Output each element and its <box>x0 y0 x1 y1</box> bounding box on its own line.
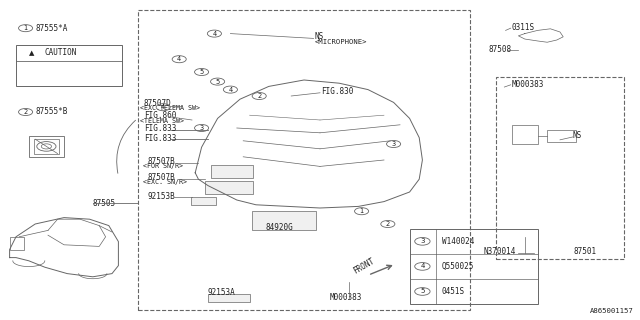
Bar <box>10 237 24 250</box>
Text: 3: 3 <box>392 141 396 147</box>
Text: <EXC. SN/R>: <EXC. SN/R> <box>143 180 188 185</box>
Text: <MICROPHONE>: <MICROPHONE> <box>315 39 367 45</box>
Text: <TELEMA SW>: <TELEMA SW> <box>140 118 184 124</box>
Text: FIG.830: FIG.830 <box>321 87 354 96</box>
Text: 4: 4 <box>161 104 165 110</box>
Text: 4: 4 <box>228 87 232 92</box>
Text: 2: 2 <box>386 221 390 227</box>
Text: 3: 3 <box>420 238 425 244</box>
Text: 87508: 87508 <box>488 45 511 54</box>
Text: ▲: ▲ <box>29 50 35 56</box>
Text: 3: 3 <box>200 125 204 131</box>
Bar <box>208 294 250 302</box>
Bar <box>252 211 316 230</box>
Text: 5: 5 <box>420 288 424 294</box>
Bar <box>496 77 624 259</box>
Text: <FOR SN/R>: <FOR SN/R> <box>143 164 184 169</box>
Text: FRONT: FRONT <box>351 257 376 276</box>
Text: N370014: N370014 <box>483 247 516 256</box>
Text: 1: 1 <box>360 208 364 214</box>
Text: 0451S: 0451S <box>442 287 465 296</box>
Text: CAUTION: CAUTION <box>45 48 77 57</box>
Bar <box>34 139 59 154</box>
Text: 92153B: 92153B <box>148 192 175 201</box>
Bar <box>16 45 122 86</box>
Text: 84920G: 84920G <box>266 223 293 232</box>
Text: Q550025: Q550025 <box>442 262 474 271</box>
Text: M000383: M000383 <box>512 80 545 89</box>
Text: 4: 4 <box>420 263 424 269</box>
Text: 87505: 87505 <box>93 199 116 208</box>
Text: 92153A: 92153A <box>208 288 236 297</box>
Text: 4: 4 <box>212 31 216 36</box>
Text: FIG.860: FIG.860 <box>144 111 177 120</box>
Text: M000383: M000383 <box>330 293 362 302</box>
Text: NS: NS <box>315 32 324 41</box>
Bar <box>547 130 576 142</box>
Text: 87555*A: 87555*A <box>35 24 68 33</box>
Bar <box>512 125 538 144</box>
Text: FIG.833: FIG.833 <box>144 134 177 143</box>
Text: <EXC.TELEMA SW>: <EXC.TELEMA SW> <box>140 105 200 111</box>
Text: 5: 5 <box>200 69 204 75</box>
Text: 87555*B: 87555*B <box>35 108 68 116</box>
Bar <box>410 229 538 304</box>
Text: 87507B: 87507B <box>148 157 175 166</box>
Text: W140024: W140024 <box>442 237 474 246</box>
Text: 87501: 87501 <box>573 247 596 256</box>
Text: 2: 2 <box>257 93 261 99</box>
Text: 87507D: 87507D <box>144 99 172 108</box>
Text: FIG.833: FIG.833 <box>144 124 177 133</box>
Text: A865001157: A865001157 <box>590 308 634 314</box>
Bar <box>138 10 470 310</box>
Text: 5: 5 <box>216 79 220 84</box>
Text: NS: NS <box>573 132 582 140</box>
Text: 1: 1 <box>24 25 28 31</box>
Text: 87507B: 87507B <box>148 173 175 182</box>
Bar <box>211 165 253 178</box>
Text: 0311S: 0311S <box>512 23 535 32</box>
Bar <box>191 197 216 205</box>
Bar <box>205 181 253 194</box>
Bar <box>29 136 64 157</box>
Text: 2: 2 <box>24 109 28 115</box>
Text: 4: 4 <box>177 56 181 62</box>
